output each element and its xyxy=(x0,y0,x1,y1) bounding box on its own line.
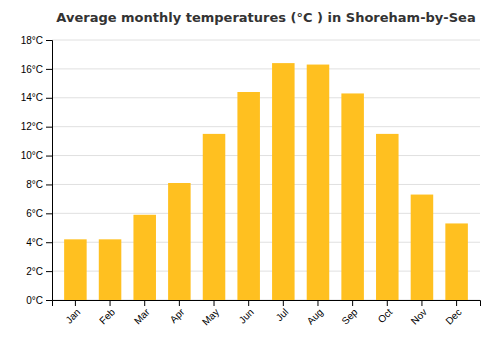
x-tick: Oct xyxy=(376,300,395,325)
y-tick: 18°C xyxy=(21,35,52,46)
y-tick-mark xyxy=(46,300,52,301)
y-tick-mark xyxy=(46,98,52,99)
bar xyxy=(376,134,399,300)
x-tick-mark xyxy=(75,300,76,306)
y-tick-label: 14°C xyxy=(21,92,43,103)
y-tick: 10°C xyxy=(21,150,52,161)
chart: 0°C 2°C 4°C 6°C 8°C 10°C 12°C 14°C 16°C 18°C Jan Fe… xyxy=(0,0,500,350)
y-tick-label: 8°C xyxy=(26,179,43,190)
grid-line xyxy=(52,184,480,185)
bar xyxy=(64,239,87,300)
x-tick-label: Jul xyxy=(274,306,291,323)
x-tick-mark xyxy=(283,300,284,306)
y-tick: 12°C xyxy=(21,121,52,132)
grid-line xyxy=(52,68,480,69)
x-tick: Sep xyxy=(339,300,360,327)
bar xyxy=(272,63,295,300)
y-tick-mark xyxy=(46,127,52,128)
x-tick: Apr xyxy=(168,300,187,325)
y-tick-mark xyxy=(46,184,52,185)
bars xyxy=(64,63,468,300)
bar xyxy=(203,134,226,300)
x-tick: Feb xyxy=(97,300,117,326)
y-tick-mark xyxy=(46,69,52,70)
title: Average monthly temperatures (°C ) in Sh… xyxy=(56,10,475,25)
grid-line xyxy=(52,155,480,156)
y-tick-mark xyxy=(46,40,52,41)
plot: 0°C 2°C 4°C 6°C 8°C 10°C 12°C 14°C 16°C 18°C Jan Fe… xyxy=(21,35,481,328)
y-tick-mark xyxy=(46,271,52,272)
y-tick-label: 18°C xyxy=(21,35,43,46)
x-tick-label: Aug xyxy=(305,306,325,326)
x-tick-mark xyxy=(179,300,180,306)
x-tick: Jan xyxy=(63,300,82,326)
y-tick-label: 0°C xyxy=(26,295,43,306)
y-tick-mark xyxy=(46,213,52,214)
x-tick-label: Nov xyxy=(409,306,429,326)
x-axis-line xyxy=(53,301,481,307)
bar xyxy=(341,93,364,300)
y-tick: 4°C xyxy=(26,237,52,248)
y-tick-label: 10°C xyxy=(21,150,43,161)
x-tick-mark xyxy=(456,300,457,306)
bar xyxy=(411,195,434,300)
y-tick: 6°C xyxy=(26,208,52,219)
x-axis: Jan Feb Mar Apr May Jun Jul Aug Sep Oct Nov Dec xyxy=(53,300,481,328)
x-tick-label: Mar xyxy=(132,306,152,326)
bar xyxy=(445,223,468,300)
y-tick: 14°C xyxy=(21,92,52,103)
y-axis: 0°C 2°C 4°C 6°C 8°C 10°C 12°C 14°C 16°C 18°C xyxy=(21,35,53,306)
bar xyxy=(168,183,191,300)
x-tick-label: Dec xyxy=(443,306,463,326)
grid-line xyxy=(52,40,480,41)
x-tick-label: Jan xyxy=(63,306,82,325)
bar xyxy=(237,92,260,300)
bar xyxy=(307,65,330,300)
y-tick-label: 2°C xyxy=(26,266,43,277)
y-tick: 16°C xyxy=(21,64,52,75)
x-tick-mark xyxy=(317,300,318,306)
y-tick: 8°C xyxy=(26,179,52,190)
x-tick: May xyxy=(200,300,221,328)
x-tick-label: Apr xyxy=(168,306,187,325)
y-tick-mark xyxy=(46,242,52,243)
x-tick-mark xyxy=(352,300,353,306)
y-tick-label: 16°C xyxy=(21,64,43,75)
y-tick: 2°C xyxy=(26,266,52,277)
x-tick-label: Feb xyxy=(97,306,117,326)
x-tick-label: May xyxy=(200,306,221,327)
x-tick-mark xyxy=(110,300,111,306)
y-tick: 0°C xyxy=(26,295,52,306)
y-tick-label: 12°C xyxy=(21,121,43,132)
x-tick: Mar xyxy=(132,300,152,326)
bar xyxy=(99,239,122,300)
x-tick-label: Oct xyxy=(376,306,395,325)
y-tick-label: 6°C xyxy=(26,208,43,219)
grid-line xyxy=(52,97,480,98)
x-tick: Aug xyxy=(305,300,325,327)
x-tick-label: Sep xyxy=(339,306,360,327)
x-tick-mark xyxy=(248,300,249,306)
x-tick-label: Jun xyxy=(237,306,256,325)
x-tick: Nov xyxy=(409,300,429,327)
y-tick-mark xyxy=(46,156,52,157)
x-tick-mark xyxy=(387,300,388,306)
x-tick: Jul xyxy=(274,300,291,323)
y-tick-label: 4°C xyxy=(26,237,43,248)
x-tick-mark xyxy=(144,300,145,306)
grid-line xyxy=(52,126,480,127)
x-tick: Jun xyxy=(237,300,256,326)
bar xyxy=(133,215,156,300)
y-axis-line xyxy=(46,41,53,301)
x-tick-mark xyxy=(214,300,215,306)
grid xyxy=(52,40,480,300)
x-tick: Dec xyxy=(443,300,463,327)
x-tick-mark xyxy=(421,300,422,306)
